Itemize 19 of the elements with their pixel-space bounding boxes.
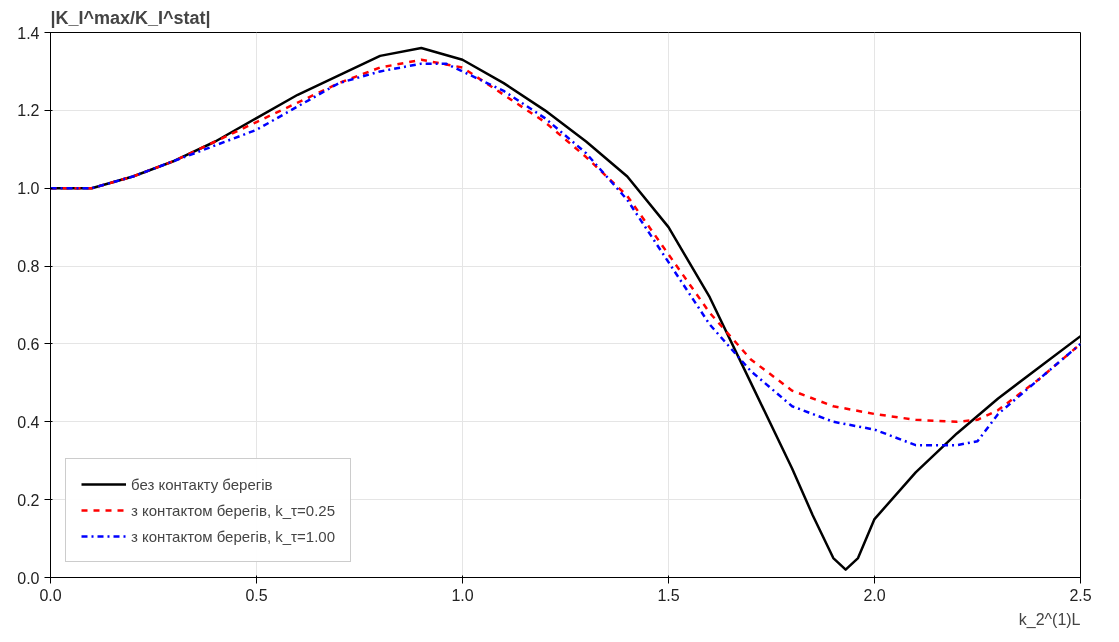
x-tick-label: 1.5 — [657, 586, 680, 604]
x-tick-label: 2.0 — [863, 586, 886, 604]
legend-label: з контактом берегів, k_τ=0.25 — [131, 501, 335, 519]
y-tick-label: 0.4 — [17, 413, 40, 431]
y-tick-label: 1.4 — [17, 24, 40, 42]
x-axis-title: k_2^(1)L — [1018, 610, 1081, 629]
legend-label: без контакту берегів — [131, 475, 273, 493]
legend-label: з контактом берегів, k_τ=1.00 — [131, 527, 335, 545]
y-tick-label: 0.2 — [17, 491, 40, 509]
x-tick-label: 0.5 — [245, 586, 268, 604]
y-tick-label: 0.8 — [17, 258, 40, 276]
y-tick-label: 1.0 — [17, 180, 40, 198]
y-tick-label: 0.6 — [17, 335, 40, 353]
x-tick-label: 2.5 — [1069, 586, 1092, 604]
x-tick-label: 1.0 — [451, 586, 474, 604]
y-tick-label: 0.0 — [17, 569, 40, 587]
y-axis-title: |K_I^max/K_I^stat| — [50, 7, 211, 28]
y-tick-label: 1.2 — [17, 102, 40, 120]
x-tick-label: 0.0 — [39, 586, 62, 604]
